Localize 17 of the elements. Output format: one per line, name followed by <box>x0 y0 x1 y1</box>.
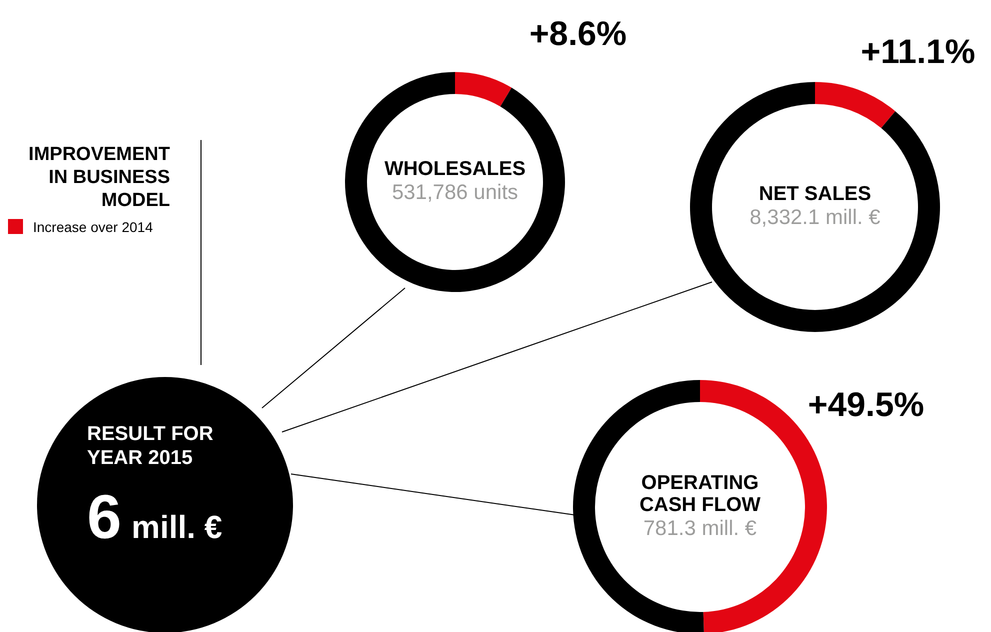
legend-label: Increase over 2014 <box>33 219 154 235</box>
donut-slice <box>690 82 940 332</box>
legend-title: IMPROVEMENT IN BUSINESS MODEL <box>28 144 170 211</box>
text: RESULT FOR YEAR 2015 <box>87 423 214 469</box>
text: 531,786 units <box>392 181 518 204</box>
donut-slice <box>345 72 565 292</box>
data-label: +11.1% <box>860 33 976 71</box>
donut-slice <box>455 72 512 107</box>
data-label: +49.5% <box>808 386 924 424</box>
text: 8,332.1 mill. € <box>750 206 881 229</box>
donut-slice <box>815 82 896 128</box>
data-label: +8.6% <box>529 15 627 53</box>
text: 781.3 mill. € <box>643 517 757 540</box>
text: NET SALES <box>758 183 872 205</box>
text: WHOLESALES <box>384 158 526 180</box>
text: OPERATING CASH FLOW <box>639 472 761 516</box>
text: 6 mill. € <box>87 483 222 552</box>
